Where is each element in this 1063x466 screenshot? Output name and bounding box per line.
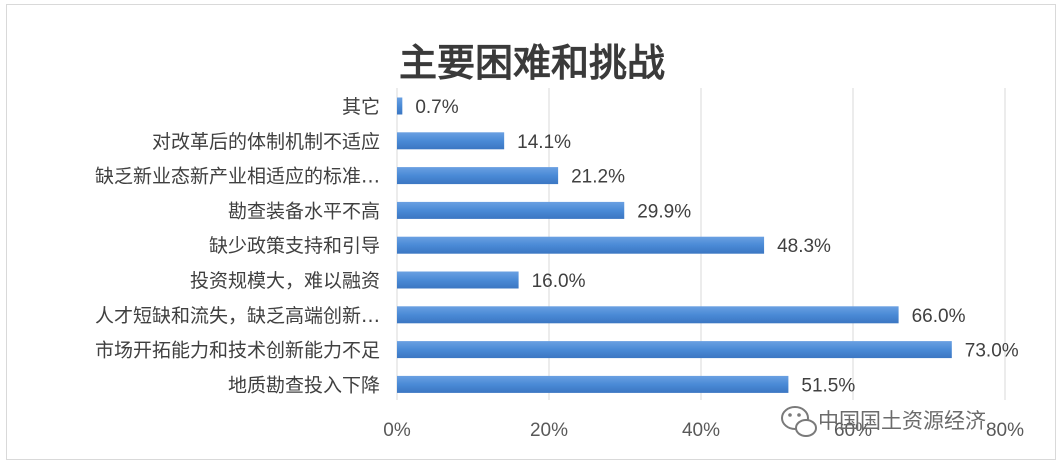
x-tick-label: 40% bbox=[682, 420, 720, 441]
bar bbox=[397, 341, 952, 359]
category-label: 缺乏新业态新产业相适应的标准… bbox=[95, 166, 380, 188]
data-label: 0.7% bbox=[415, 97, 458, 118]
x-tick-label: 60% bbox=[834, 420, 872, 441]
bar bbox=[397, 132, 505, 150]
data-label: 14.1% bbox=[517, 132, 571, 153]
wechat-icon bbox=[781, 406, 817, 437]
bar bbox=[397, 236, 765, 254]
category-label: 缺少政策支持和引导 bbox=[209, 235, 380, 257]
bars bbox=[397, 97, 952, 393]
category-label: 地质勘查投入下降 bbox=[228, 374, 380, 396]
x-tick-label: 20% bbox=[530, 420, 568, 441]
x-tick-label: 80% bbox=[986, 420, 1024, 441]
x-axis: 0% 20% 40% 60% 80% bbox=[383, 420, 1024, 441]
bar bbox=[397, 201, 625, 219]
data-label: 73.0% bbox=[965, 341, 1019, 362]
bar bbox=[397, 271, 519, 289]
data-label: 48.3% bbox=[777, 236, 831, 257]
bar bbox=[397, 97, 403, 115]
chart-title: 主要困难和挑战 bbox=[399, 41, 665, 85]
data-label: 29.9% bbox=[637, 201, 691, 222]
bar bbox=[397, 167, 559, 185]
watermark: 中国国土资源经济 bbox=[781, 406, 986, 437]
category-label: 勘查装备水平不高 bbox=[228, 200, 380, 222]
category-label: 对改革后的体制机制不适应 bbox=[152, 131, 380, 153]
data-label: 21.2% bbox=[571, 167, 625, 188]
category-label: 人才短缺和流失，缺乏高端创新… bbox=[95, 305, 380, 327]
category-label: 投资规模大，难以融资 bbox=[190, 270, 380, 292]
watermark-text: 中国国土资源经济 bbox=[818, 409, 986, 433]
data-label: 66.0% bbox=[912, 306, 966, 327]
bar bbox=[397, 375, 789, 393]
category-label: 其它 bbox=[342, 96, 380, 118]
bar bbox=[397, 306, 899, 324]
data-label: 16.0% bbox=[532, 271, 586, 292]
data-label: 51.5% bbox=[801, 375, 855, 396]
x-tick-label: 0% bbox=[383, 420, 411, 441]
category-label: 市场开拓能力和技术创新能力不足 bbox=[95, 340, 380, 362]
labels: 其它 0.7% 对改革后的体制机制不适应 14.1% 缺乏新业态新产业相适应的标准… 21… bbox=[95, 96, 1019, 396]
